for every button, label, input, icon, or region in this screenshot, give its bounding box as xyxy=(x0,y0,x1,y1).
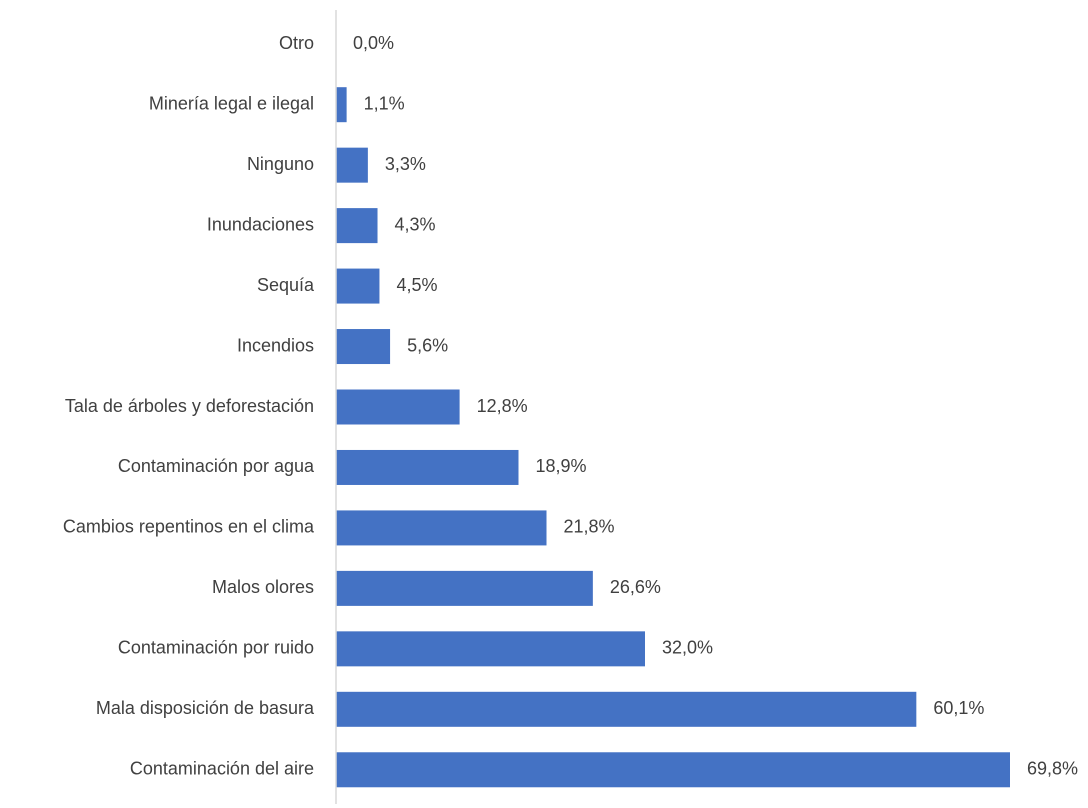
bar xyxy=(336,691,917,727)
category-label: Ninguno xyxy=(247,154,314,174)
bar xyxy=(336,631,645,667)
bar xyxy=(336,208,378,244)
category-label: Contaminación del aire xyxy=(130,759,314,779)
category-label: Inundaciones xyxy=(207,214,314,234)
bar xyxy=(336,449,519,485)
value-label: 60,1% xyxy=(933,698,984,718)
category-label: Sequía xyxy=(257,275,315,295)
category-label: Otro xyxy=(279,33,314,53)
value-label: 69,8% xyxy=(1027,759,1078,779)
bars-group xyxy=(336,87,1010,788)
bar xyxy=(336,329,391,365)
bar xyxy=(336,87,347,123)
value-label: 3,3% xyxy=(385,154,426,174)
value-label: 1,1% xyxy=(364,93,405,113)
category-label: Malos olores xyxy=(212,577,314,597)
bar xyxy=(336,570,593,606)
value-label: 4,3% xyxy=(395,214,436,234)
category-label: Tala de árboles y deforestación xyxy=(65,396,314,416)
value-label: 12,8% xyxy=(477,396,528,416)
bar xyxy=(336,147,368,183)
value-label: 32,0% xyxy=(662,638,713,658)
value-label: 21,8% xyxy=(564,517,615,537)
category-label: Contaminación por agua xyxy=(118,456,315,476)
value-label: 4,5% xyxy=(396,275,437,295)
value-label: 0,0% xyxy=(353,33,394,53)
category-label: Incendios xyxy=(237,335,314,355)
category-label: Mala disposición de basura xyxy=(96,698,315,718)
category-labels-group: Otro Minería legal e ilegal Ninguno Inundac… xyxy=(63,33,315,779)
value-label: 26,6% xyxy=(610,577,661,597)
category-label: Contaminación por ruido xyxy=(118,638,314,658)
value-label: 5,6% xyxy=(407,335,448,355)
value-label: 18,9% xyxy=(536,456,587,476)
category-label: Minería legal e ilegal xyxy=(149,93,314,113)
value-labels-group: 0,0% 1,1% 3,3% 4,3% 4,5% 5,6% 12,8% 18,9% 21,8% 2… xyxy=(353,33,1078,779)
bar xyxy=(336,510,547,546)
bar xyxy=(336,752,1010,788)
bar xyxy=(336,389,460,425)
bar xyxy=(336,268,380,304)
category-label: Cambios repentinos en el clima xyxy=(63,517,315,537)
